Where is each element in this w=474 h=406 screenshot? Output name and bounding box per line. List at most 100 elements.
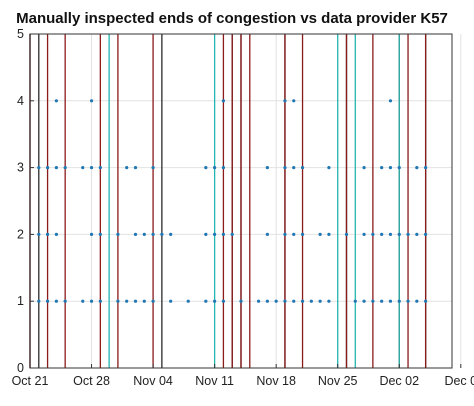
- data-point: [160, 232, 164, 236]
- data-point: [318, 299, 322, 303]
- data-point: [406, 232, 410, 236]
- data-point: [54, 166, 58, 170]
- data-point: [371, 299, 375, 303]
- x-tick-label: Nov 04: [133, 374, 173, 388]
- data-point: [300, 166, 305, 170]
- data-point: [388, 232, 393, 236]
- data-point: [265, 232, 269, 236]
- data-point: [265, 299, 269, 303]
- data-point: [142, 299, 146, 303]
- data-point: [424, 166, 428, 170]
- data-point: [89, 299, 94, 303]
- data-point: [265, 166, 269, 170]
- y-tick-label: 5: [17, 27, 24, 41]
- data-point: [54, 232, 58, 236]
- data-point: [283, 166, 287, 170]
- data-point: [397, 166, 401, 170]
- x-tick-label: Oct 28: [73, 374, 110, 388]
- data-point: [142, 232, 146, 236]
- data-point: [81, 166, 85, 170]
- data-point: [300, 232, 305, 236]
- data-point: [300, 299, 305, 303]
- data-point: [221, 299, 226, 303]
- data-point: [274, 299, 278, 303]
- y-tick-label: 3: [17, 161, 24, 175]
- data-point: [151, 166, 155, 170]
- data-point: [37, 232, 41, 236]
- x-tick-label: Nov 11: [195, 374, 234, 388]
- data-point: [327, 299, 331, 303]
- data-point: [256, 299, 261, 303]
- data-point: [204, 166, 208, 170]
- data-point: [133, 166, 138, 170]
- x-tick-label: Dec 0: [444, 374, 474, 388]
- data-point: [371, 232, 375, 236]
- y-tick-label: 0: [17, 361, 24, 375]
- data-point: [151, 232, 155, 236]
- data-point: [204, 232, 208, 236]
- data-point: [283, 232, 287, 236]
- data-point: [125, 166, 129, 170]
- data-point: [221, 166, 226, 170]
- data-point: [221, 99, 226, 103]
- data-point: [380, 232, 384, 236]
- data-point: [230, 232, 234, 236]
- data-point: [37, 299, 41, 303]
- data-point: [81, 299, 85, 303]
- x-tick-label: Nov 18: [256, 374, 296, 388]
- data-point: [415, 299, 419, 303]
- y-tick-label: 2: [17, 227, 24, 241]
- data-point: [116, 299, 120, 303]
- plot-frame: [29, 33, 453, 369]
- data-point: [45, 299, 50, 303]
- data-point: [169, 232, 173, 236]
- data-point: [169, 299, 173, 303]
- data-point: [397, 299, 401, 303]
- x-axis-ticks: Oct 21 Oct 28 Nov 04 Nov 11 Nov 18 Nov 25 Dec …: [12, 364, 474, 388]
- data-point: [424, 232, 428, 236]
- data-point: [424, 299, 428, 303]
- data-point: [362, 166, 366, 170]
- scatter-points: [37, 99, 428, 303]
- data-point: [213, 299, 217, 303]
- data-point: [89, 166, 94, 170]
- y-tick-label: 4: [17, 94, 24, 108]
- data-point: [98, 232, 102, 236]
- data-point: [213, 232, 217, 236]
- data-point: [239, 299, 243, 303]
- data-point: [388, 99, 393, 103]
- data-point: [283, 99, 287, 103]
- data-point: [327, 232, 331, 236]
- data-point: [133, 299, 138, 303]
- data-point: [221, 232, 226, 236]
- y-axis-ticks: 0 1 2 3 4 5: [17, 27, 34, 375]
- data-point: [63, 299, 67, 303]
- data-point: [318, 232, 322, 236]
- data-point: [362, 299, 366, 303]
- data-point: [89, 232, 94, 236]
- data-point: [397, 232, 401, 236]
- data-point: [406, 299, 410, 303]
- data-point: [283, 299, 287, 303]
- data-point: [380, 166, 384, 170]
- data-point: [388, 299, 393, 303]
- data-point: [415, 232, 419, 236]
- data-point: [98, 299, 102, 303]
- x-tick-label: Nov 25: [318, 374, 358, 388]
- data-point: [37, 166, 41, 170]
- data-point: [292, 232, 296, 236]
- data-point: [204, 299, 208, 303]
- x-tick-label: Dec 02: [379, 374, 419, 388]
- data-point: [362, 232, 366, 236]
- chart-title: Manually inspected ends of congestion vs…: [16, 10, 448, 27]
- data-point: [125, 299, 129, 303]
- data-point: [151, 299, 155, 303]
- data-point: [309, 299, 313, 303]
- data-point: [327, 166, 331, 170]
- data-point: [344, 232, 349, 236]
- data-point: [186, 299, 190, 303]
- data-point: [45, 232, 50, 236]
- data-point: [213, 166, 217, 170]
